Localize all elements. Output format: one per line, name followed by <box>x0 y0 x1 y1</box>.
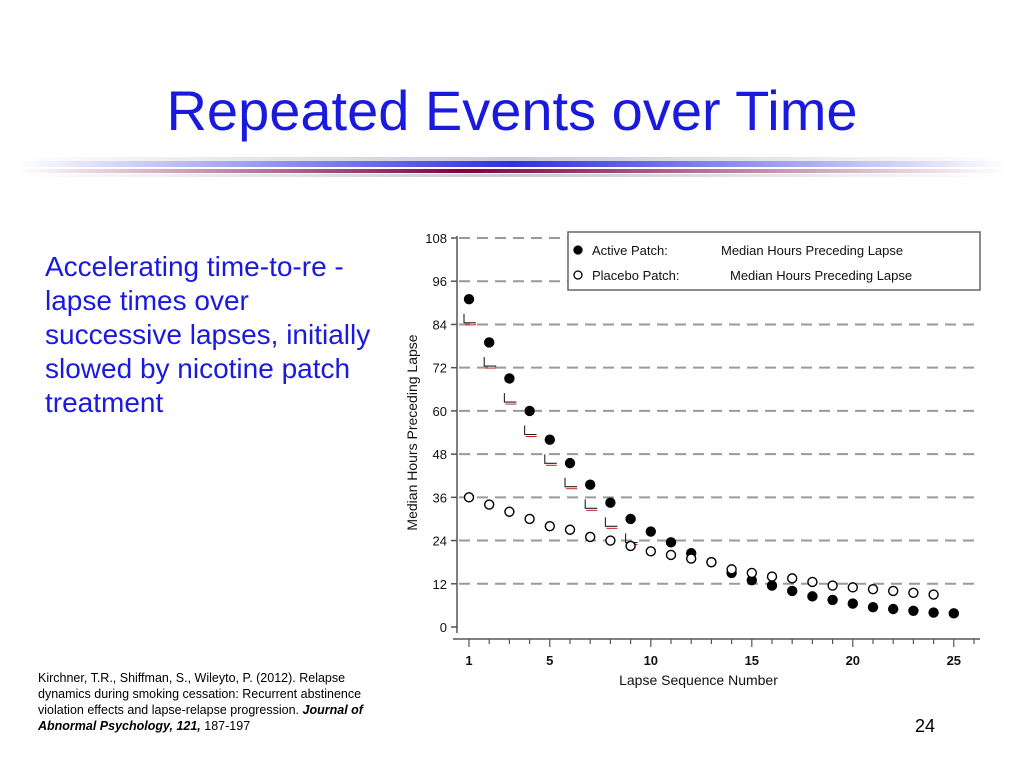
placebo-patch-point <box>544 520 556 532</box>
active-patch-point <box>625 513 636 525</box>
placebo-patch-point <box>625 540 636 552</box>
placebo-patch-point <box>888 585 899 597</box>
x-tick-label: 20 <box>846 653 860 668</box>
y-tick-label: 108 <box>425 231 447 246</box>
legend-marker <box>573 245 583 255</box>
y-tick-label: 24 <box>433 534 447 549</box>
placebo-patch-point <box>584 531 596 543</box>
y-tick-label: 12 <box>433 577 447 592</box>
placebo-patch-point <box>686 553 697 564</box>
slide-title: Repeated Events over Time <box>166 79 858 142</box>
x-tick-label: 25 <box>947 653 961 668</box>
legend-series-detail: Median Hours Preceding Lapse <box>721 243 903 258</box>
citation-journal: Journal of Abnormal Psychology, 121, <box>38 703 363 733</box>
bracket-marker <box>544 454 557 464</box>
active-patch-point <box>645 526 657 537</box>
placebo-patch-point <box>827 580 838 591</box>
legend-series-detail: Median Hours Preceding Lapse <box>730 268 912 283</box>
y-tick-label: 96 <box>433 274 447 289</box>
page-number: 24 <box>915 716 936 736</box>
placebo-patch-point <box>746 567 757 579</box>
active-patch-point <box>948 608 959 619</box>
legend-marker <box>573 270 583 280</box>
placebo-patch-point <box>605 535 616 546</box>
y-tick-label: 84 <box>433 317 447 332</box>
legend-series-name: Placebo Patch: <box>592 268 679 283</box>
placebo-patch-point <box>928 589 939 600</box>
placebo-patch-point <box>564 524 576 535</box>
y-tick-label: 48 <box>433 447 447 462</box>
x-tick-label: 15 <box>745 653 759 668</box>
title-divider <box>18 157 1006 177</box>
placebo-patch-point <box>504 506 515 517</box>
x-tick-label: 1 <box>465 653 472 668</box>
active-patch-point <box>463 294 475 305</box>
active-patch-point <box>564 457 576 469</box>
placebo-patch-point <box>847 582 858 593</box>
placebo-patch-point <box>645 546 657 557</box>
bracket-marker <box>524 425 537 436</box>
bracket-marker <box>584 499 598 509</box>
active-patch-point <box>928 607 939 618</box>
active-patch-point <box>524 405 535 417</box>
active-patch-point <box>787 585 798 597</box>
citation-pages: 187-197 <box>204 719 251 733</box>
legend-box <box>567 231 981 291</box>
x-axis-label: Lapse Sequence Number <box>619 672 778 688</box>
y-axis-label: Median Hours Preceding Lapse <box>404 334 420 530</box>
bullet-text: Accelerating time-to-re - lapse times ov… <box>45 251 371 418</box>
bracket-marker <box>604 517 618 527</box>
legend-series-name: Active Patch: <box>592 243 668 258</box>
bracket-marker <box>483 357 497 367</box>
placebo-patch-point <box>787 573 798 584</box>
placebo-patch-point <box>463 492 475 503</box>
active-patch-point <box>504 373 515 384</box>
active-patch-point <box>888 603 899 615</box>
x-tick-label: 10 <box>644 653 658 668</box>
placebo-patch-point <box>706 556 717 568</box>
active-patch-point <box>665 537 677 548</box>
placebo-patch-point <box>766 571 778 582</box>
citation: Kirchner, T.R., Shiffman, S., Wileyto, P… <box>38 670 398 734</box>
active-patch-point <box>827 594 838 606</box>
active-patch-point <box>483 337 495 348</box>
placebo-patch-point <box>665 549 677 561</box>
placebo-patch-point <box>908 587 919 598</box>
active-patch-point <box>908 605 919 616</box>
bracket-marker <box>564 477 577 488</box>
bracket-marker <box>463 313 476 324</box>
bracket-marker <box>503 393 517 403</box>
active-patch-point <box>807 591 818 602</box>
citation-text: Kirchner, T.R., Shiffman, S., Wileyto, P… <box>38 671 362 717</box>
placebo-patch-point <box>807 576 818 588</box>
active-patch-point <box>605 497 616 508</box>
active-patch-point <box>584 479 596 490</box>
active-patch-point <box>766 580 778 591</box>
y-tick-label: 72 <box>433 361 447 376</box>
active-patch-point <box>867 601 879 613</box>
y-tick-label: 36 <box>433 490 447 505</box>
placebo-patch-point <box>483 499 495 510</box>
placebo-patch-point <box>726 564 737 575</box>
y-tick-label: 0 <box>440 620 447 635</box>
placebo-patch-point <box>524 513 535 525</box>
active-patch-point <box>847 598 858 609</box>
placebo-patch-point <box>867 583 879 595</box>
x-tick-label: 5 <box>546 653 553 668</box>
active-patch-point <box>544 434 556 445</box>
y-tick-label: 60 <box>433 404 447 419</box>
